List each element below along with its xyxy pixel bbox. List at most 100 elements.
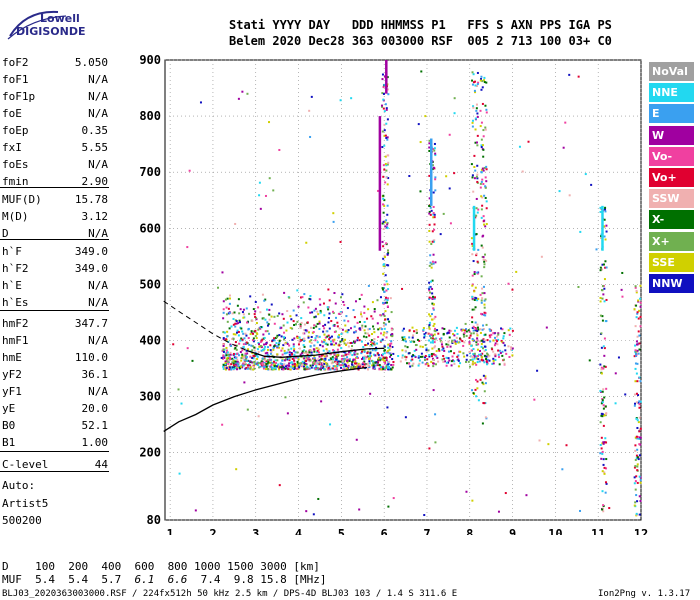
echo-point-675 xyxy=(347,345,350,348)
echo-point-940 xyxy=(324,323,327,326)
echo-point-847 xyxy=(365,356,368,359)
echo-point-1737 xyxy=(497,333,500,336)
echo-point-1020 xyxy=(250,344,253,347)
echo-point-1184 xyxy=(221,357,224,360)
echo-point-782 xyxy=(374,354,377,357)
echo-point-802 xyxy=(386,350,389,353)
echo-point-1797 xyxy=(386,163,389,166)
echo-point-1029 xyxy=(298,366,301,369)
echo-point-1272 xyxy=(388,352,391,355)
echo-point-1813 xyxy=(382,272,385,275)
echo-point-2529 xyxy=(424,115,427,118)
echo-point-2154 xyxy=(485,81,488,84)
echo-point-2457 xyxy=(636,311,639,314)
echo-point-1857 xyxy=(385,296,388,299)
echo-point-1404 xyxy=(440,343,443,346)
echo-point-2138 xyxy=(481,422,484,425)
echo-point-1611 xyxy=(415,329,418,332)
echo-point-2476 xyxy=(317,497,320,500)
echo-point-2292 xyxy=(603,365,606,368)
echo-point-1192 xyxy=(379,365,382,368)
echo-point-1945 xyxy=(432,166,435,169)
echo-point-1133 xyxy=(315,367,318,370)
echo-point-1395 xyxy=(381,338,384,341)
param-row-7: fmin 2.90 xyxy=(2,175,108,189)
echo-point-375 xyxy=(392,360,395,363)
echo-point-238 xyxy=(290,351,293,354)
echo-point-770 xyxy=(264,298,267,301)
echo-point-1381 xyxy=(336,353,339,356)
echo-point-344 xyxy=(380,368,383,371)
echo-point-1252 xyxy=(345,353,348,356)
echo-point-1983 xyxy=(431,295,434,298)
echo-point-2417 xyxy=(639,380,642,383)
echo-point-1569 xyxy=(444,360,447,363)
echo-point-1818 xyxy=(387,177,390,180)
echo-point-2359 xyxy=(637,352,640,355)
echo-point-35 xyxy=(298,347,301,350)
echo-point-1017 xyxy=(316,367,319,370)
echo-point-953 xyxy=(222,348,225,351)
echo-point-2406 xyxy=(635,343,638,346)
echo-point-1317 xyxy=(284,365,287,368)
echo-point-396 xyxy=(332,365,335,368)
echo-point-1908 xyxy=(429,337,432,340)
param-value: N/A xyxy=(88,385,108,398)
muf-row-tail: 7.4 9.8 15.8 [MHz] xyxy=(187,573,327,586)
echo-point-1445 xyxy=(411,326,414,329)
param-key: foEp xyxy=(2,124,29,137)
echo-point-2098 xyxy=(475,233,478,236)
echo-point-2582 xyxy=(386,406,389,409)
echo-point-98 xyxy=(239,351,242,354)
echo-point-2542 xyxy=(448,133,451,136)
echo-point-502 xyxy=(306,351,309,354)
echo-point-391 xyxy=(328,299,331,302)
echo-point-406 xyxy=(277,363,280,366)
echo-point-2064 xyxy=(476,164,479,167)
echo-point-901 xyxy=(271,354,274,357)
echo-point-951 xyxy=(347,320,350,323)
echo-point-1613 xyxy=(415,330,418,333)
echo-point-1146 xyxy=(348,350,351,353)
echo-point-1476 xyxy=(503,362,506,365)
echo-point-1152 xyxy=(291,327,294,330)
echo-point-1345 xyxy=(303,323,306,326)
echo-point-1290 xyxy=(312,360,315,363)
echo-point-2385 xyxy=(636,312,639,315)
echo-point-689 xyxy=(291,353,294,356)
param-row-21: B0 52.1 xyxy=(2,419,108,433)
echo-point-808 xyxy=(363,321,366,324)
echo-point-2046 xyxy=(474,327,477,330)
echo-point-1440 xyxy=(472,353,475,356)
echo-point-1629 xyxy=(486,353,489,356)
echo-point-2165 xyxy=(481,167,484,170)
echo-point-2356 xyxy=(634,367,637,370)
echo-point-1185 xyxy=(237,334,240,337)
echo-point-1180 xyxy=(242,316,245,319)
echo-point-1716 xyxy=(415,348,418,351)
echo-point-1742 xyxy=(415,343,418,346)
echo-point-2411 xyxy=(634,402,637,405)
echo-point-2018 xyxy=(470,163,473,166)
echo-point-169 xyxy=(353,325,356,328)
echo-point-1639 xyxy=(478,353,481,356)
echo-point-2607 xyxy=(397,355,400,358)
echo-point-721 xyxy=(356,321,359,324)
echo-point-1598 xyxy=(476,357,479,360)
legend-item-nnw: NNW xyxy=(649,274,694,293)
echo-point-209 xyxy=(253,349,256,352)
echo-point-2221 xyxy=(484,126,487,129)
echo-point-1056 xyxy=(270,358,273,361)
echo-point-2536 xyxy=(590,183,593,186)
echo-point-717 xyxy=(228,368,231,371)
echo-point-2465 xyxy=(638,430,641,433)
echo-point-661 xyxy=(315,325,318,328)
echo-point-140 xyxy=(263,365,266,368)
echo-point-2194 xyxy=(481,204,484,207)
echo-point-1238 xyxy=(261,361,264,364)
echo-point-148 xyxy=(238,354,241,357)
echo-point-1717 xyxy=(511,347,514,350)
echo-point-1997 xyxy=(470,237,473,240)
echo-point-1423 xyxy=(457,354,460,357)
echo-point-1714 xyxy=(434,338,437,341)
